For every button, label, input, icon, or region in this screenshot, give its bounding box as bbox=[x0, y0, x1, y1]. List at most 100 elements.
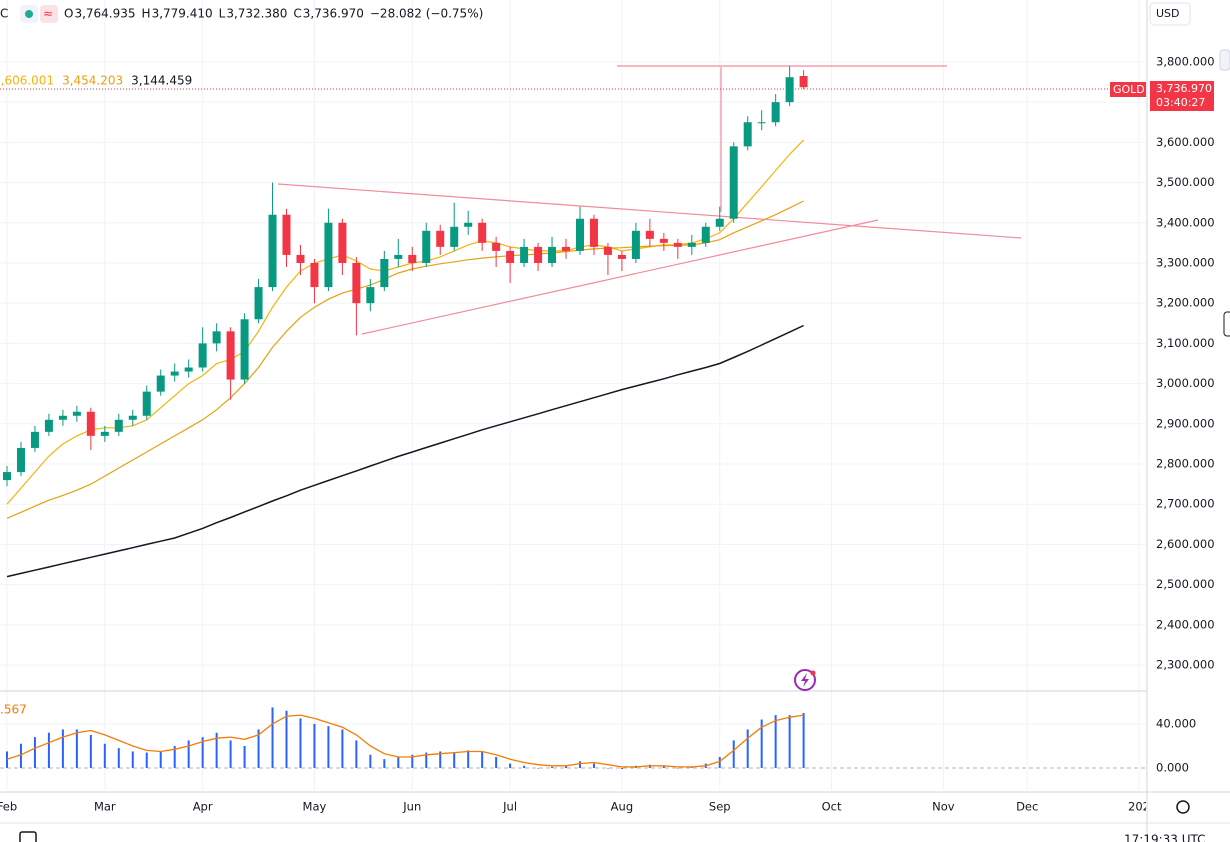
indicator-bar bbox=[620, 767, 623, 770]
x-tick-label: Mar bbox=[94, 800, 116, 814]
y-tick-label: 3,600.000 bbox=[1156, 135, 1215, 149]
candle-body bbox=[715, 218, 724, 227]
indicator-bar bbox=[187, 740, 190, 768]
settings-icon[interactable] bbox=[1176, 800, 1190, 814]
candle-body bbox=[436, 230, 445, 247]
candle-body bbox=[631, 230, 640, 259]
countdown: 03:40:27 bbox=[1156, 96, 1205, 109]
candle-body bbox=[44, 419, 53, 432]
candle-body bbox=[589, 218, 598, 247]
compare-icon: ≈ bbox=[43, 7, 53, 21]
indicator-bar bbox=[537, 767, 540, 769]
x-tick-label: Feb bbox=[0, 800, 17, 814]
ohlc-value: 3,732.380 bbox=[226, 7, 287, 21]
candle-body bbox=[184, 367, 193, 372]
candle-body bbox=[799, 76, 808, 88]
candle-body bbox=[170, 371, 179, 376]
indicator-bar bbox=[732, 740, 735, 768]
candle-body bbox=[16, 447, 25, 473]
currency-button[interactable] bbox=[1149, 2, 1191, 26]
y-tick-label: 3,000.000 bbox=[1156, 376, 1215, 390]
compare-button[interactable] bbox=[40, 5, 58, 23]
indicator-bar bbox=[606, 767, 609, 769]
candle-body bbox=[156, 375, 165, 392]
indicator-bar bbox=[774, 715, 777, 768]
candle-body bbox=[268, 214, 277, 288]
indicator-bar bbox=[19, 743, 22, 768]
candle-body bbox=[100, 431, 109, 436]
indicator-bar bbox=[201, 737, 204, 768]
x-tick-label: 202 bbox=[1128, 800, 1150, 814]
currency[interactable]: USD bbox=[1156, 7, 1180, 20]
y-tick-label: 3,500.000 bbox=[1156, 175, 1215, 189]
candle-body bbox=[701, 226, 710, 243]
candle-body bbox=[366, 287, 375, 304]
candle-body bbox=[240, 319, 249, 380]
indicator-bar bbox=[33, 737, 36, 768]
candle-body bbox=[408, 254, 417, 263]
event-badge bbox=[810, 670, 816, 676]
indicator-bar bbox=[523, 765, 526, 768]
axes: 2,300.000 2,400.000 2,500.000 2,600.000 2,70… bbox=[1156, 54, 1215, 774]
candle-body bbox=[296, 254, 305, 263]
moving-average bbox=[6, 139, 805, 505]
candle-body bbox=[212, 331, 221, 344]
x-tick-label: Sep bbox=[709, 800, 731, 814]
candle-body bbox=[394, 254, 403, 259]
candle-body bbox=[771, 102, 780, 123]
indicator-bar bbox=[285, 710, 288, 768]
indicator-tick-label: 40.000 bbox=[1156, 716, 1196, 730]
candle-body bbox=[114, 419, 123, 432]
candle-body bbox=[338, 222, 347, 263]
indicator-bar bbox=[397, 756, 400, 768]
indicator-bar bbox=[47, 732, 50, 768]
indicator-bar bbox=[565, 765, 568, 768]
last-price: 3,736.970 bbox=[1156, 82, 1212, 95]
candle-body bbox=[575, 218, 584, 251]
scroll-handle[interactable] bbox=[1219, 49, 1230, 71]
indicator-bar bbox=[439, 751, 442, 768]
indicator-bar bbox=[453, 752, 456, 768]
indicator-bar bbox=[355, 740, 358, 768]
y-tick-label: 3,300.000 bbox=[1156, 255, 1215, 269]
indicator-bar bbox=[676, 767, 679, 769]
ma-value: 3,144.459 bbox=[131, 74, 192, 88]
candle-body bbox=[729, 146, 738, 219]
ma-value: 3,454.203 bbox=[62, 74, 123, 88]
candle-body bbox=[450, 226, 459, 247]
symbol-tag-box bbox=[1110, 82, 1146, 97]
plot-area: Feb Mar Apr May Jun Jul Aug Sep Oct Nov Dec 202 .567 bbox=[0, 65, 1150, 814]
indicator-bar bbox=[341, 729, 344, 768]
candle-body bbox=[562, 246, 571, 251]
candle-body bbox=[422, 230, 431, 263]
indicator-bar bbox=[5, 751, 8, 768]
candle-body bbox=[282, 214, 291, 255]
indicator-bar bbox=[229, 740, 232, 768]
candle-body bbox=[324, 222, 333, 288]
y-tick-label: 2,900.000 bbox=[1156, 416, 1215, 430]
candle-body bbox=[687, 242, 696, 247]
indicator-bar bbox=[760, 719, 763, 768]
indicator-bar bbox=[662, 765, 665, 768]
candle-body bbox=[72, 411, 81, 416]
candle-body bbox=[659, 238, 668, 243]
y-tick-label: 3,100.000 bbox=[1156, 336, 1215, 350]
candle-body bbox=[617, 254, 626, 259]
ohlc-value: 3,764.935 bbox=[74, 7, 135, 21]
indicator-bar bbox=[243, 745, 246, 768]
indicator-bar bbox=[495, 756, 498, 768]
x-tick-label: Jul bbox=[502, 800, 517, 814]
candle-body bbox=[603, 246, 612, 255]
x-tick-label: Nov bbox=[932, 800, 955, 814]
y-tick-label: 3,800.000 bbox=[1156, 54, 1215, 68]
x-tick-label: May bbox=[303, 800, 327, 814]
indicator-bar bbox=[145, 752, 148, 768]
side-handle[interactable] bbox=[1223, 311, 1230, 337]
x-tick-label: Aug bbox=[611, 800, 633, 814]
calendar-icon[interactable] bbox=[19, 831, 37, 842]
moving-average bbox=[6, 324, 804, 578]
indicator-bar bbox=[467, 750, 470, 768]
y-tick-label: 2,600.000 bbox=[1156, 537, 1215, 551]
